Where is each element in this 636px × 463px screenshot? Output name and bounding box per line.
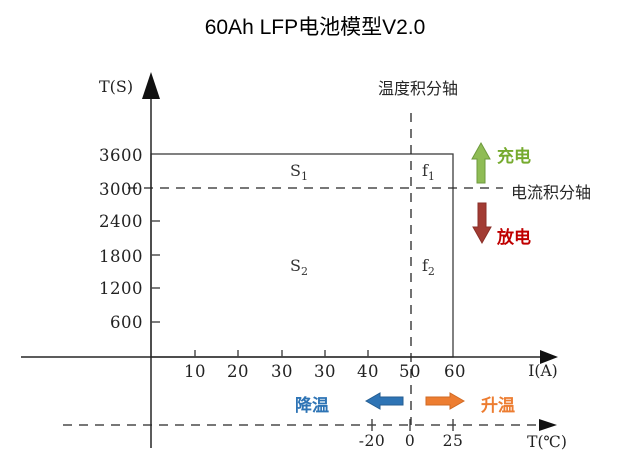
time-tick-label: 3600 — [99, 146, 143, 165]
temp-tick-label: -20 — [358, 432, 386, 450]
time-tick-label: 1800 — [99, 247, 143, 266]
temp-tick-label: 0 — [404, 432, 416, 450]
current-tick-label: 30 — [314, 362, 336, 381]
temp-axis-tick-marks — [371, 419, 454, 431]
region-f1-sub: 1 — [427, 170, 435, 184]
region-s2-sub: 2 — [300, 265, 308, 279]
region-s1-sub: 1 — [300, 170, 308, 184]
heat-label: 升温 — [481, 396, 515, 415]
cool-label: 降温 — [295, 396, 329, 415]
current-tick-label: 30 — [271, 362, 293, 381]
charge-label: 充电 — [497, 147, 531, 166]
region-label-s2: S2 — [290, 256, 308, 278]
current-tick-label: 10 — [184, 362, 206, 381]
time-axis-label: T(S) — [98, 77, 134, 96]
current-axis-tick-marks — [194, 350, 369, 357]
current-tick-label: 60 — [444, 362, 466, 381]
charge-up-arrow-icon — [471, 141, 491, 184]
time-axis-arrowhead-icon — [142, 72, 160, 99]
current-axis-label: I(A) — [528, 362, 558, 380]
region-f2-base: f — [422, 256, 428, 275]
temp-axis-label: T(℃) — [527, 433, 567, 451]
region-label-f1: f1 — [422, 161, 435, 183]
time-tick-label: 600 — [110, 313, 143, 332]
time-tick-label: 3000 — [99, 180, 143, 199]
region-s1-base: S — [290, 161, 301, 180]
current-tick-label: 20 — [227, 362, 249, 381]
temp-tick-label: 25 — [442, 432, 464, 450]
region-label-s1: S1 — [290, 161, 308, 183]
current-integral-axis-label: 电流积分轴 — [511, 185, 592, 202]
discharge-label: 放电 — [497, 228, 531, 247]
time-tick-label: 1200 — [99, 279, 143, 298]
current-tick-label: 50 — [399, 362, 421, 381]
region-f1-base: f — [422, 161, 428, 180]
region-s2-base: S — [290, 256, 301, 275]
region-f2-sub: 2 — [427, 265, 435, 279]
current-tick-label: 40 — [357, 362, 379, 381]
temp-integral-axis-label: 温度积分轴 — [377, 81, 458, 98]
current-axis-arrowhead-icon — [540, 350, 558, 364]
time-tick-label: 2400 — [99, 212, 143, 231]
region-label-f2: f2 — [422, 256, 435, 278]
discharge-down-arrow-icon — [472, 202, 492, 245]
time-axis-tick-marks — [151, 220, 160, 323]
heat-right-arrow-icon — [425, 392, 466, 410]
page-title: 60Ah LFP电池模型V2.0 — [204, 16, 426, 39]
cool-left-arrow-icon — [364, 392, 404, 410]
temp-axis-arrowhead-icon — [539, 419, 557, 431]
